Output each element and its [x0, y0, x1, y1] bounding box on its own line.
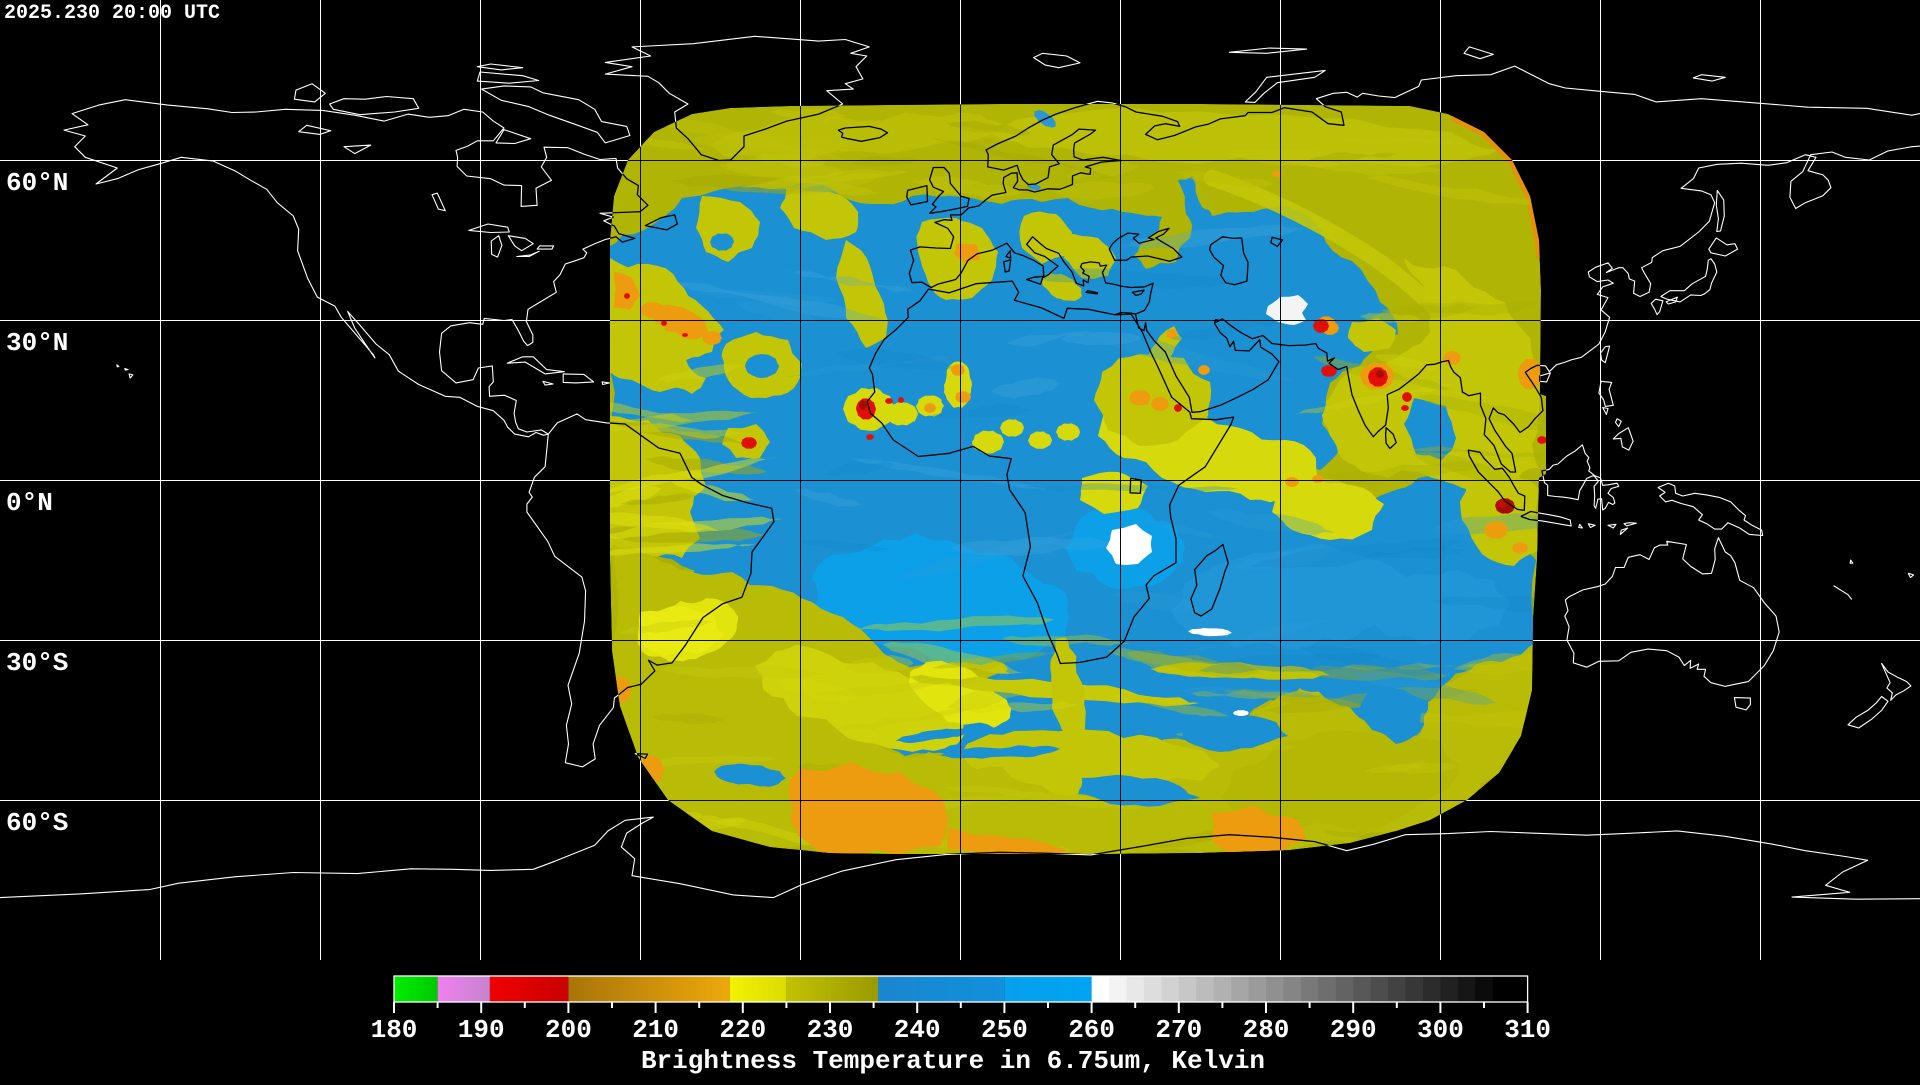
svg-text:310: 310: [1504, 1015, 1551, 1045]
svg-text:190: 190: [458, 1015, 505, 1045]
svg-text:200: 200: [545, 1015, 592, 1045]
svg-text:30°S: 30°S: [6, 648, 68, 678]
svg-text:230: 230: [807, 1015, 854, 1045]
svg-text:260: 260: [1068, 1015, 1115, 1045]
svg-text:220: 220: [719, 1015, 766, 1045]
svg-text:30°N: 30°N: [6, 328, 68, 358]
svg-text:300: 300: [1417, 1015, 1464, 1045]
svg-text:Brightness Temperature in 6.75: Brightness Temperature in 6.75um, Kelvin: [641, 1046, 1265, 1076]
svg-text:280: 280: [1243, 1015, 1290, 1045]
svg-text:210: 210: [632, 1015, 679, 1045]
svg-text:290: 290: [1330, 1015, 1377, 1045]
svg-text:180: 180: [371, 1015, 418, 1045]
svg-text:60°S: 60°S: [6, 808, 68, 838]
svg-text:240: 240: [894, 1015, 941, 1045]
svg-text:2025.230 20:00 UTC: 2025.230 20:00 UTC: [4, 2, 220, 25]
svg-text:270: 270: [1155, 1015, 1202, 1045]
svg-text:60°N: 60°N: [6, 168, 68, 198]
svg-text:250: 250: [981, 1015, 1028, 1045]
svg-text:0°N: 0°N: [6, 488, 53, 518]
